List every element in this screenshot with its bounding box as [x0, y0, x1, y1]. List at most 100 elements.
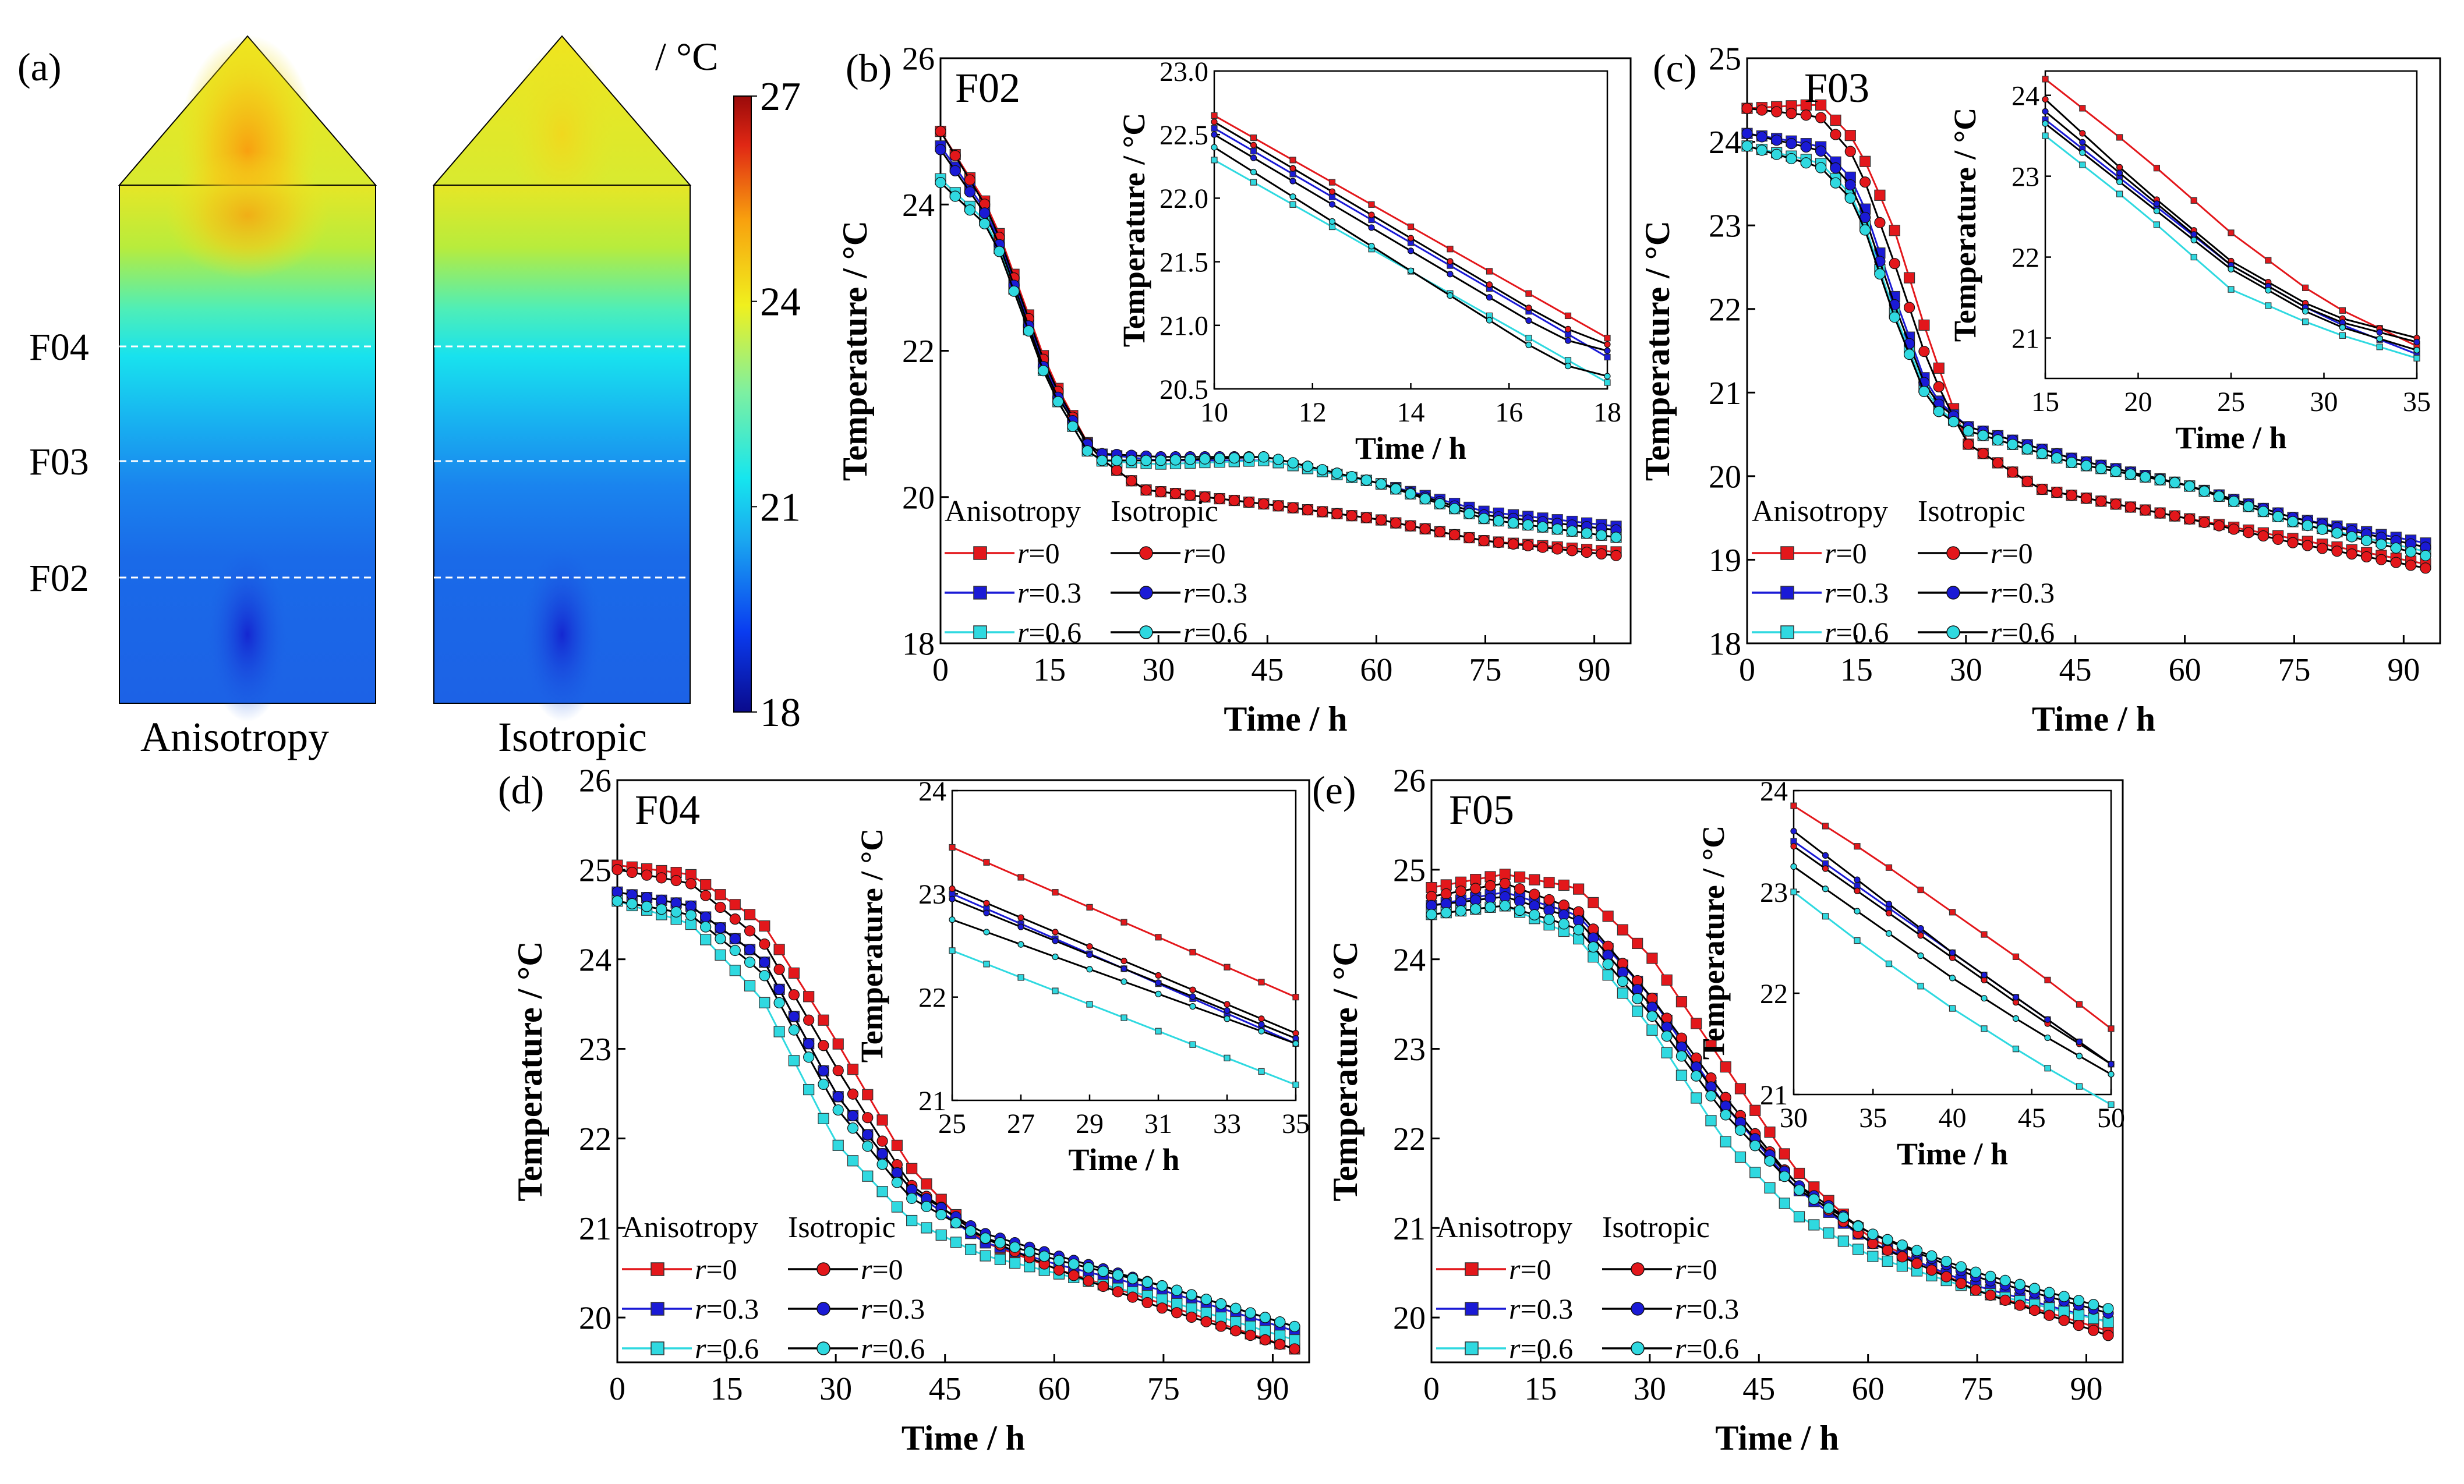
inset-data-point — [1289, 193, 1296, 200]
data-point — [847, 1088, 859, 1100]
data-point — [965, 1244, 977, 1255]
y-tick-label: 18 — [1709, 626, 1741, 663]
inset-x-axis-label: Time / h — [1897, 1136, 2008, 1171]
inset-data-point — [2190, 197, 2197, 204]
data-point — [1779, 1171, 1790, 1182]
inset-data-point — [2153, 200, 2160, 207]
data-point — [1911, 1245, 1923, 1256]
inset-data-point — [1250, 154, 1257, 161]
colorbar-unit: / °C — [655, 34, 718, 79]
data-point — [1830, 114, 1841, 126]
data-point — [2029, 1305, 2041, 1316]
data-point — [1573, 883, 1585, 895]
inset-data-point — [2153, 165, 2160, 172]
data-point — [1455, 905, 1467, 917]
inset-data-point — [2042, 120, 2049, 127]
colorbar-tick-label: 18 — [760, 690, 801, 735]
y-tick-label: 25 — [579, 852, 611, 888]
data-point — [2066, 490, 2077, 501]
x-tick-label: 45 — [929, 1371, 961, 1407]
inset-data-point — [1052, 937, 1059, 944]
chart-title: F05 — [1449, 787, 1514, 833]
legend-r-symbol: r — [861, 1253, 872, 1285]
data-point — [1215, 1320, 1227, 1332]
data-point — [1463, 508, 1475, 519]
inset-x-tick-label: 33 — [1213, 1108, 1241, 1139]
data-point — [1970, 1266, 1982, 1278]
inset-data-point — [1189, 948, 1196, 956]
inset-x-tick-label: 16 — [1495, 397, 1523, 428]
inset-data-point — [1407, 247, 1415, 254]
inset-data-point — [949, 885, 956, 892]
data-point — [1558, 918, 1569, 930]
data-point — [1522, 519, 1534, 531]
legend-r-symbol: r — [1675, 1332, 1687, 1365]
data-point — [1771, 134, 1783, 146]
data-point — [1008, 285, 1020, 297]
inset-data-point — [2042, 108, 2049, 115]
data-point — [1830, 177, 1841, 189]
colorbar-ticks: 27 24 21 18 — [751, 75, 801, 735]
data-point — [1529, 874, 1540, 886]
inset-data-point — [1258, 1015, 1265, 1022]
data-point — [1140, 484, 1152, 496]
data-point — [2088, 1313, 2099, 1324]
data-point — [1749, 1140, 1761, 1152]
data-point — [965, 1225, 977, 1237]
data-point — [1749, 1167, 1761, 1178]
x-tick-label: 15 — [1840, 652, 1873, 688]
inset-data-point — [1525, 290, 1532, 297]
data-point — [1756, 131, 1767, 143]
data-point — [1786, 108, 1797, 119]
x-tick-label: 60 — [1852, 1371, 1885, 1407]
inset-data-point — [1211, 157, 1218, 164]
data-point — [788, 1055, 800, 1067]
inset-data-point — [2339, 324, 2346, 331]
inset-x-tick-label: 10 — [1200, 397, 1228, 428]
inset-x-tick-label: 15 — [2031, 387, 2059, 417]
data-point — [1507, 538, 1519, 550]
data-point — [1852, 1244, 1864, 1255]
legend-ratio-value: 0 — [1703, 1253, 1717, 1285]
data-point — [1228, 494, 1240, 507]
data-point — [1918, 319, 1930, 331]
inset-data-point — [2153, 221, 2160, 228]
inset-data-point — [1224, 1015, 1231, 1022]
y-tick-label: 22 — [902, 334, 935, 370]
inset-data-point — [1189, 993, 1196, 1000]
legend-r-symbol: r — [1675, 1253, 1687, 1285]
data-point — [1097, 1280, 1109, 1292]
inset-x-tick-label: 31 — [1144, 1108, 1172, 1139]
legend-ratio-value: 0.3 — [1537, 1292, 1574, 1325]
data-point — [788, 967, 800, 979]
data-point — [876, 1159, 888, 1170]
legend-equals: = — [872, 1253, 888, 1285]
legend-r-symbol: r — [695, 1292, 706, 1325]
inset-data-point — [1155, 979, 1162, 986]
data-point — [847, 1110, 859, 1121]
data-point — [1830, 162, 1841, 174]
inset-data-point — [1052, 929, 1059, 936]
inset-data-point — [2076, 1038, 2083, 1046]
inset-data-point — [2116, 164, 2123, 171]
y-tick-label: 26 — [579, 763, 611, 799]
inset-data-point — [1981, 1025, 1988, 1032]
data-point — [715, 922, 726, 934]
data-point — [906, 1214, 918, 1227]
data-point — [950, 1217, 962, 1228]
data-point — [1734, 1124, 1747, 1136]
data-point — [935, 1229, 947, 1241]
inset-data-point — [1407, 267, 1415, 274]
data-point — [1200, 1294, 1212, 1305]
inset-series — [1790, 802, 2115, 1032]
inset-data-point — [2413, 338, 2420, 346]
data-point — [1970, 1284, 1982, 1296]
data-point — [1903, 302, 1915, 313]
legend-equals: = — [1028, 537, 1045, 569]
data-point — [744, 980, 756, 991]
inset-series — [949, 885, 1299, 1037]
x-tick-label: 45 — [1742, 1371, 1775, 1407]
inset-data-point — [1525, 317, 1532, 324]
data-point — [1243, 452, 1255, 463]
inset-data-point — [1822, 852, 1829, 859]
